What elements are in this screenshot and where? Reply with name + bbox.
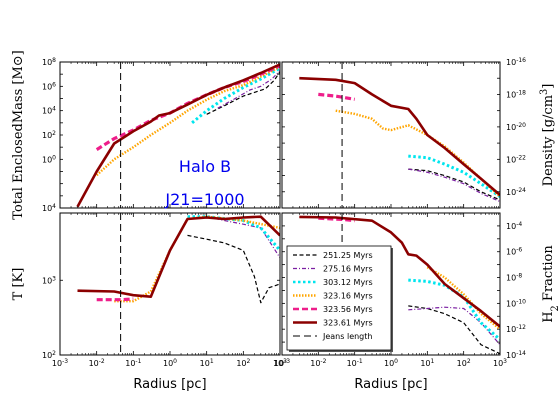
legend-label: Jeans length bbox=[322, 332, 372, 341]
series-line-27516 bbox=[217, 70, 280, 109]
y-tick-label: 10-16 bbox=[506, 57, 526, 68]
series-line-32356 bbox=[318, 92, 355, 101]
series-line-32361 bbox=[77, 215, 280, 298]
y-tick-label: 108 bbox=[42, 57, 56, 68]
series-line-25125 bbox=[187, 234, 280, 304]
y-tick-label: 102 bbox=[42, 130, 56, 141]
y-tick-label: 10-18 bbox=[506, 89, 526, 100]
series-line-30312 bbox=[408, 278, 500, 341]
y-tick-label: 10-22 bbox=[506, 154, 526, 165]
y-tick-label: 106 bbox=[42, 81, 56, 92]
legend-label: 275.16 Myrs bbox=[323, 265, 373, 274]
y-tick-label: 10-24 bbox=[506, 186, 526, 197]
y-axis-label: Density [g/cm3] bbox=[539, 84, 557, 187]
legend: 251.25 Myrs 275.16 Myrs 303.12 Myrs 323.16 … bbox=[286, 245, 393, 352]
x-tick-label: 10-1 bbox=[125, 358, 141, 369]
annotation-halo: Halo B bbox=[179, 157, 231, 176]
series-line-32316 bbox=[95, 65, 280, 177]
y-axis-label: Total EnclosedMass [M⊙] bbox=[11, 50, 26, 219]
series-group bbox=[77, 215, 280, 304]
y-axis-label: T [K] bbox=[11, 268, 26, 301]
x-axis-label-left: Radius [pc] bbox=[133, 377, 206, 392]
series-group bbox=[299, 76, 500, 203]
x-tick-label: 10-1 bbox=[347, 358, 363, 369]
x-tick-label: 10-2 bbox=[89, 358, 105, 369]
x-tick-label: 101 bbox=[420, 358, 434, 369]
y-tick-label: 10-20 bbox=[506, 121, 526, 132]
series-line-25125 bbox=[408, 305, 500, 355]
series-line-27516 bbox=[408, 168, 500, 203]
legend-label: 323.56 Myrs bbox=[323, 305, 373, 314]
x-tick-label: 10-2 bbox=[310, 358, 326, 369]
legend-label: 323.16 Myrs bbox=[323, 292, 373, 301]
series-line-32361 bbox=[299, 215, 500, 328]
x-tick-label: 10-3 bbox=[52, 358, 68, 369]
series-line-32316 bbox=[114, 215, 280, 303]
panel-mass: 104 100 102 104 106 108 Total EnclosedMass [M⊙… bbox=[11, 50, 281, 220]
panel-frame bbox=[281, 61, 501, 209]
annotation-j21: J21=1000 bbox=[164, 190, 244, 209]
y-tick-label: 10-10 bbox=[506, 298, 526, 309]
x-tick-label: 100 bbox=[384, 358, 398, 369]
y-tick-label: 10-12 bbox=[506, 324, 526, 335]
y-axis-label: H2 Fraction bbox=[541, 245, 560, 323]
panel-frame bbox=[59, 212, 281, 356]
series-line-32361 bbox=[299, 76, 500, 196]
series-line-25125 bbox=[206, 71, 280, 115]
x-tick-label: 103 bbox=[273, 358, 287, 369]
panel-h2fraction: 10-3 10-2 10-1 100 101 102 10310-1410-1210-101… bbox=[274, 212, 560, 369]
panel-density: 10-24 10-22 10-20 10-18 10-16 Density [g/cm3] bbox=[281, 57, 557, 209]
x-tick-label: 100 bbox=[163, 358, 177, 369]
legend-label: 303.12 Myrs bbox=[323, 278, 373, 287]
y-tick-label: 10-14 bbox=[506, 350, 526, 361]
x-tick-label: 103 bbox=[493, 358, 507, 369]
x-tick-label: 101 bbox=[200, 358, 214, 369]
y-tick-label: 10-4 bbox=[506, 220, 522, 231]
series-group bbox=[299, 215, 500, 355]
series-line-32361 bbox=[76, 63, 280, 208]
legend-label: 251.25 Myrs bbox=[323, 251, 373, 260]
series-line-30312 bbox=[408, 154, 500, 198]
series-line-30312 bbox=[187, 215, 280, 252]
y-tick-label: 10-6 bbox=[506, 246, 522, 257]
legend-box bbox=[286, 245, 392, 351]
y-tick-label: 10-8 bbox=[506, 272, 522, 283]
series-line-32356 bbox=[96, 297, 134, 302]
series-group bbox=[76, 63, 280, 208]
series-line-25125 bbox=[408, 168, 500, 201]
series-line-32316 bbox=[426, 266, 500, 331]
series-line-32356 bbox=[318, 216, 355, 223]
y-tick-label: 104 bbox=[42, 105, 56, 116]
legend-label: 323.61 Myrs bbox=[323, 319, 373, 328]
y-tick-label: 102 bbox=[42, 350, 56, 361]
series-line-32316 bbox=[335, 109, 500, 198]
series-line-30312 bbox=[191, 66, 280, 124]
y-tick-label: 104 bbox=[42, 203, 56, 214]
x-tick-label: 102 bbox=[457, 358, 471, 369]
panel-temperature: 10-3 10-2 10-1 100 101 102 103 102 103 T [K] bbox=[11, 212, 287, 369]
x-tick-label: 102 bbox=[236, 358, 250, 369]
x-axis-label-right: Radius [pc] bbox=[354, 377, 427, 392]
y-tick-label: 100 bbox=[42, 154, 56, 165]
y-tick-label: 103 bbox=[42, 275, 56, 286]
x-tick-label: 10-3 bbox=[274, 358, 290, 369]
